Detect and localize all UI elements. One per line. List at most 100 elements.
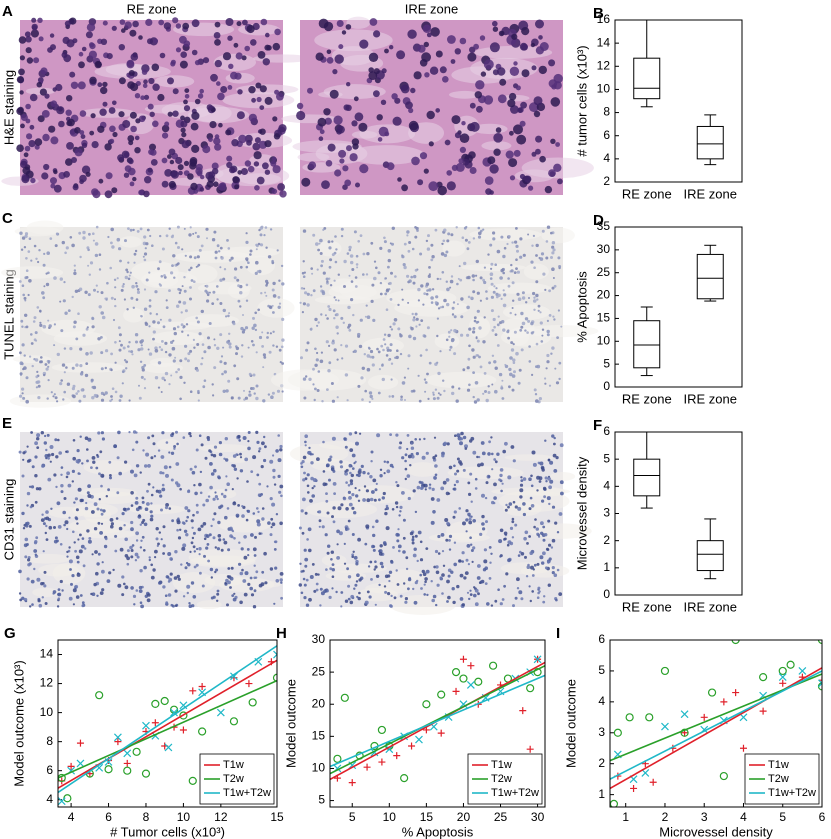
nucleus [184, 94, 190, 99]
nucleus [439, 306, 442, 309]
nucleus [198, 547, 202, 551]
nucleus [126, 549, 130, 553]
nucleus [181, 132, 187, 138]
stroma [314, 295, 372, 305]
nucleus [28, 485, 32, 488]
y-tick-label: 4 [46, 792, 53, 806]
nucleus [179, 397, 182, 401]
nucleus [489, 243, 493, 247]
nucleus [553, 318, 556, 321]
nucleus [95, 466, 99, 470]
nucleus [404, 459, 407, 463]
nucleus [511, 517, 515, 521]
nucleus [522, 253, 526, 257]
nucleus [213, 230, 217, 234]
nucleus [60, 484, 64, 488]
nucleus [476, 291, 480, 295]
row-label: TUNEL staining [1, 269, 16, 360]
nucleus [217, 92, 225, 101]
nucleus [182, 301, 187, 305]
nucleus [80, 134, 86, 140]
nucleus [340, 503, 344, 507]
nucleus [473, 400, 478, 404]
nucleus [435, 570, 440, 575]
nucleus [262, 399, 266, 403]
nucleus [87, 539, 92, 544]
nucleus [436, 334, 439, 338]
nucleus [212, 394, 215, 397]
nucleus [513, 370, 516, 374]
nucleus [448, 335, 451, 338]
nucleus [233, 501, 236, 504]
fit-line [58, 679, 277, 779]
nucleus [491, 329, 495, 332]
nucleus [440, 533, 445, 537]
x-axis-label: # Tumor cells (x10³) [110, 824, 225, 839]
nucleus [281, 338, 285, 342]
nucleus [233, 537, 236, 540]
point [625, 713, 634, 722]
nucleus [30, 342, 34, 345]
nucleus [509, 130, 514, 136]
nucleus [60, 490, 64, 494]
nucleus [458, 559, 461, 562]
nucleus [365, 524, 370, 529]
nucleus [229, 166, 236, 174]
nucleus [86, 459, 89, 463]
nucleus [456, 282, 459, 286]
nucleus [85, 362, 89, 365]
y-tick-label: 4 [598, 694, 605, 708]
nucleus [466, 305, 470, 310]
nucleus [248, 86, 256, 94]
nucleus [517, 107, 523, 114]
point [630, 784, 638, 792]
nucleus [34, 138, 43, 146]
nucleus [550, 546, 554, 549]
nucleus [391, 93, 398, 100]
nucleus [270, 517, 274, 521]
nucleus [258, 482, 262, 486]
nucleus [225, 458, 229, 462]
nucleus [466, 333, 470, 337]
nucleus [550, 256, 553, 259]
panel-letter: D [593, 212, 604, 229]
nucleus [543, 595, 546, 598]
nucleus [158, 260, 162, 264]
nucleus [460, 297, 464, 301]
nucleus [28, 524, 32, 528]
nucleus [497, 293, 501, 297]
nucleus [129, 181, 135, 187]
nucleus [306, 303, 310, 307]
nucleus [228, 345, 232, 349]
nucleus [154, 556, 157, 559]
nucleus [197, 389, 200, 393]
nucleus [533, 110, 541, 118]
nucleus [313, 485, 316, 488]
nucleus [270, 160, 277, 167]
nucleus [149, 234, 152, 238]
nucleus [148, 556, 151, 559]
nucleus [450, 59, 456, 64]
nucleus [354, 583, 358, 587]
point [179, 711, 188, 720]
nucleus [558, 512, 563, 516]
nucleus [23, 152, 29, 158]
nucleus [538, 65, 547, 75]
nucleus [369, 18, 378, 26]
nucleus [545, 256, 549, 260]
nucleus [252, 343, 255, 347]
stroma [257, 298, 295, 318]
nucleus [382, 338, 386, 341]
nucleus [150, 575, 155, 580]
nucleus [533, 525, 536, 529]
nucleus [312, 383, 315, 386]
nucleus [123, 298, 126, 301]
nucleus [328, 344, 331, 347]
nucleus [235, 352, 238, 356]
stroma [38, 563, 79, 577]
y-tick-label: 5 [598, 663, 605, 677]
nucleus [425, 547, 429, 550]
nucleus [149, 111, 155, 118]
nucleus [63, 390, 66, 394]
nucleus [384, 511, 388, 516]
